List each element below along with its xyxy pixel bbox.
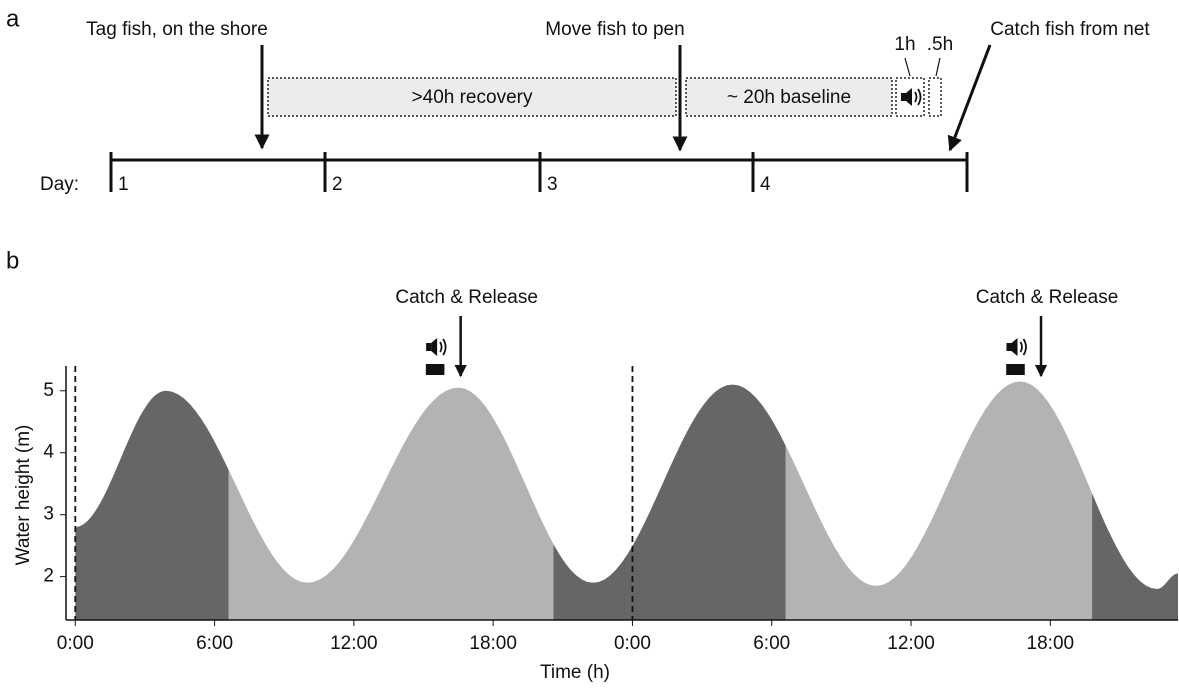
event-label: Catch fish from net xyxy=(990,19,1150,40)
phase-box xyxy=(267,77,677,117)
x-tick-label: 6:00 xyxy=(196,633,233,654)
annotation: Catch & Release xyxy=(976,287,1119,308)
event-label: Move fish to pen xyxy=(545,19,684,40)
phase-label: .5h xyxy=(927,34,953,55)
x-tick-label: 18:00 xyxy=(1027,633,1075,654)
y-axis-title: Water height (m) xyxy=(13,425,34,566)
y-tick-label: 2 xyxy=(43,566,54,587)
event-label: Tag fish, on the shore xyxy=(86,19,268,40)
y-tick-label: 5 xyxy=(43,380,54,401)
tide-phase xyxy=(75,381,229,620)
playback-bar xyxy=(1006,364,1025,375)
x-tick-label: 12:00 xyxy=(887,633,935,654)
tide-phase xyxy=(785,381,1093,620)
annotation: Catch & Release xyxy=(395,287,538,308)
phase-label: ~ 20h baseline xyxy=(727,87,851,108)
day-ticks xyxy=(109,152,969,192)
x-tick-label: 18:00 xyxy=(469,633,517,654)
tide-phase xyxy=(553,381,786,620)
speaker-icon xyxy=(425,337,447,357)
arrow xyxy=(947,44,992,152)
y-tick-label: 4 xyxy=(43,442,54,463)
day: 2 xyxy=(332,174,343,195)
playback-bar xyxy=(425,364,445,375)
phase-box xyxy=(928,77,942,117)
x-tick-label: 0:00 xyxy=(57,633,94,654)
x-axis-title: Time (h) xyxy=(540,662,610,683)
day: 1 xyxy=(118,174,129,195)
panel-label: b xyxy=(6,247,19,274)
phase-label: >40h recovery xyxy=(412,87,533,108)
tide-phase xyxy=(1092,381,1178,620)
phase-box xyxy=(685,77,893,117)
x-tick-label: 0:00 xyxy=(614,633,651,654)
day: 4 xyxy=(760,174,771,195)
day-label: Day: xyxy=(40,174,79,195)
day: 3 xyxy=(547,174,558,195)
leader xyxy=(935,57,941,77)
tide-phase xyxy=(228,381,554,620)
panel-label: a xyxy=(6,5,20,32)
leader xyxy=(904,57,911,77)
phase-box xyxy=(895,77,925,117)
speaker-icon xyxy=(1005,337,1027,357)
phase-label: 1h xyxy=(894,34,915,55)
speaker-icon xyxy=(900,87,922,107)
x-tick-label: 12:00 xyxy=(330,633,378,654)
y-tick-label: 3 xyxy=(43,504,54,525)
x-tick-label: 6:00 xyxy=(753,633,790,654)
